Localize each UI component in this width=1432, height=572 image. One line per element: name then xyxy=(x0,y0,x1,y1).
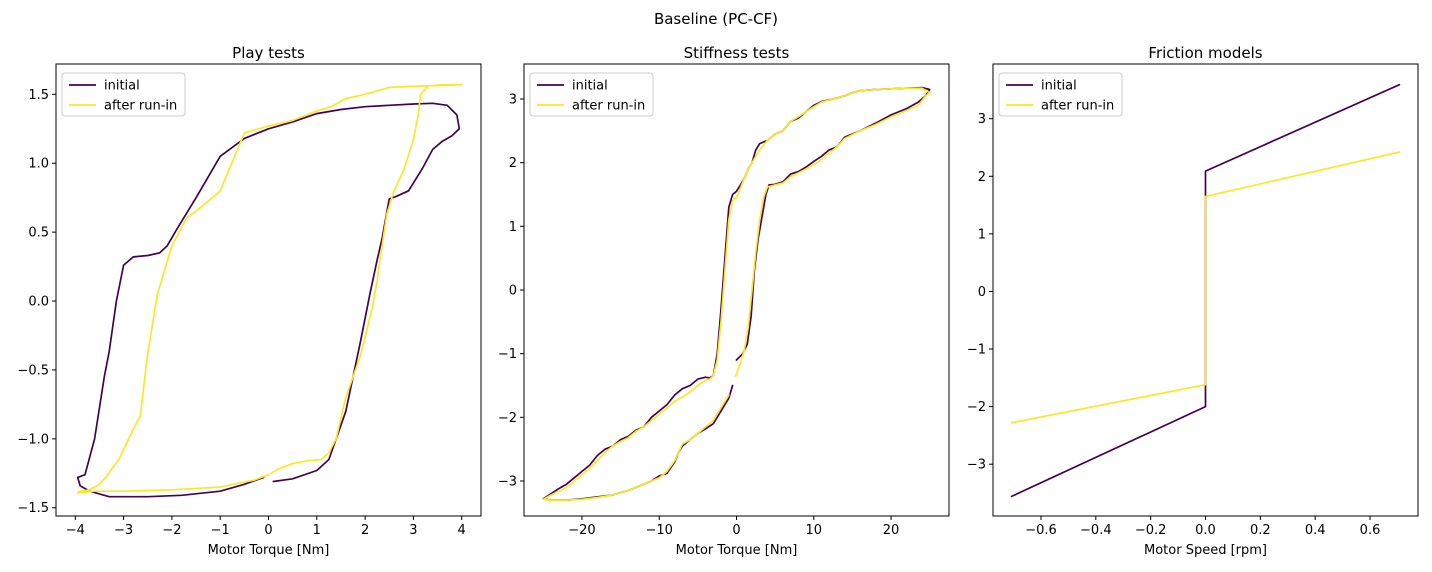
legend: initial after run-in xyxy=(529,72,654,117)
x-tick-label: 0.0 xyxy=(1195,523,1216,538)
x-tick-label: −10 xyxy=(646,523,673,538)
x-tick-label: 0 xyxy=(732,523,740,538)
y-tick-label: 1 xyxy=(978,227,986,242)
y-tick-label: 1.5 xyxy=(28,88,49,103)
x-tick-label: 0.2 xyxy=(1250,523,1271,538)
legend-label: initial xyxy=(1041,79,1077,94)
y-tick-label: 2 xyxy=(978,170,986,185)
panel-3: Friction models −0.6 −0.4 −0.2 0.0 0.2 0.4 0.6 −… xyxy=(967,44,1419,558)
x-tick-label: −2 xyxy=(162,523,181,538)
legend-label: initial xyxy=(104,79,140,94)
y-tick-label: −2 xyxy=(967,400,986,415)
y-tick-label: −1.5 xyxy=(17,501,49,516)
panel-1: Play tests −4 −3 −2 −1 0 1 2 3 4 −1.5 −1.0 −0.5 0.0 0.… xyxy=(17,44,482,558)
x-tick-label: 20 xyxy=(883,523,900,538)
y-tick-label: 1.0 xyxy=(28,157,49,172)
x-tick-label: −20 xyxy=(568,523,595,538)
x-tick-label: 0.4 xyxy=(1305,523,1326,538)
x-axis-label: Motor Torque [Nm] xyxy=(208,543,330,558)
panel-title: Stiffness tests xyxy=(684,44,790,62)
x-tick-label: −0.4 xyxy=(1080,523,1112,538)
x-tick-label: −3 xyxy=(114,523,133,538)
y-tick-label: 0.5 xyxy=(28,226,49,241)
x-tick-label: 2 xyxy=(361,523,369,538)
series-line-initial xyxy=(76,102,461,498)
legend: initial after run-in xyxy=(61,72,186,117)
x-tick-label: 1 xyxy=(313,523,321,538)
y-tick-label: 1 xyxy=(509,220,517,235)
y-tick-label: −2 xyxy=(498,411,517,426)
y-tick-label: −3 xyxy=(967,458,986,473)
series-line-after-run-in xyxy=(1010,151,1401,424)
y-tick-label: 0 xyxy=(978,285,986,300)
y-tick-label: 0.0 xyxy=(28,295,49,310)
y-tick-label: −3 xyxy=(498,474,517,489)
x-axis-label: Motor Torque [Nm] xyxy=(676,543,798,558)
panel-title: Play tests xyxy=(232,44,305,62)
plot-frame xyxy=(523,63,950,517)
y-tick-label: 3 xyxy=(978,112,986,127)
x-tick-label: 0.6 xyxy=(1360,523,1381,538)
y-tick-label: −0.5 xyxy=(17,363,49,378)
legend-label: after run-in xyxy=(572,99,645,114)
y-tick-label: −1.0 xyxy=(17,432,49,447)
x-tick-label: −0.6 xyxy=(1025,523,1057,538)
x-tick-label: −1 xyxy=(211,523,230,538)
x-tick-label: −4 xyxy=(66,523,85,538)
y-tick-label: −1 xyxy=(498,347,517,362)
x-tick-label: 0 xyxy=(264,523,272,538)
plot-frame xyxy=(992,63,1419,517)
x-tick-label: −0.2 xyxy=(1135,523,1167,538)
x-axis-label: Motor Speed [rpm] xyxy=(1144,543,1267,558)
series-line-after-run-in xyxy=(76,83,463,494)
legend-label: after run-in xyxy=(1041,99,1114,114)
y-tick-label: −1 xyxy=(967,343,986,358)
x-tick-label: 3 xyxy=(409,523,417,538)
legend: initial after run-in xyxy=(998,72,1123,117)
y-tick-label: 2 xyxy=(509,156,517,171)
y-tick-label: 3 xyxy=(509,93,517,108)
y-tick-label: 0 xyxy=(509,284,517,299)
panel-title: Friction models xyxy=(1148,44,1262,62)
plot-frame xyxy=(55,63,482,517)
x-tick-label: 10 xyxy=(805,523,822,538)
legend-label: initial xyxy=(572,79,608,94)
panel-2: Stiffness tests−20 −10 0 10 20−3−2−10123Moto… xyxy=(498,44,950,558)
panels: Play tests−4 −3 −2 −1 0 1 2 3 4−1.5−1.0−0.50.00.… xyxy=(17,44,1419,558)
x-tick-label: 4 xyxy=(458,523,466,538)
figure-title: Baseline (PC-CF) xyxy=(654,10,778,28)
legend-label: after run-in xyxy=(104,99,177,114)
series-line-after-run-in xyxy=(542,87,931,501)
